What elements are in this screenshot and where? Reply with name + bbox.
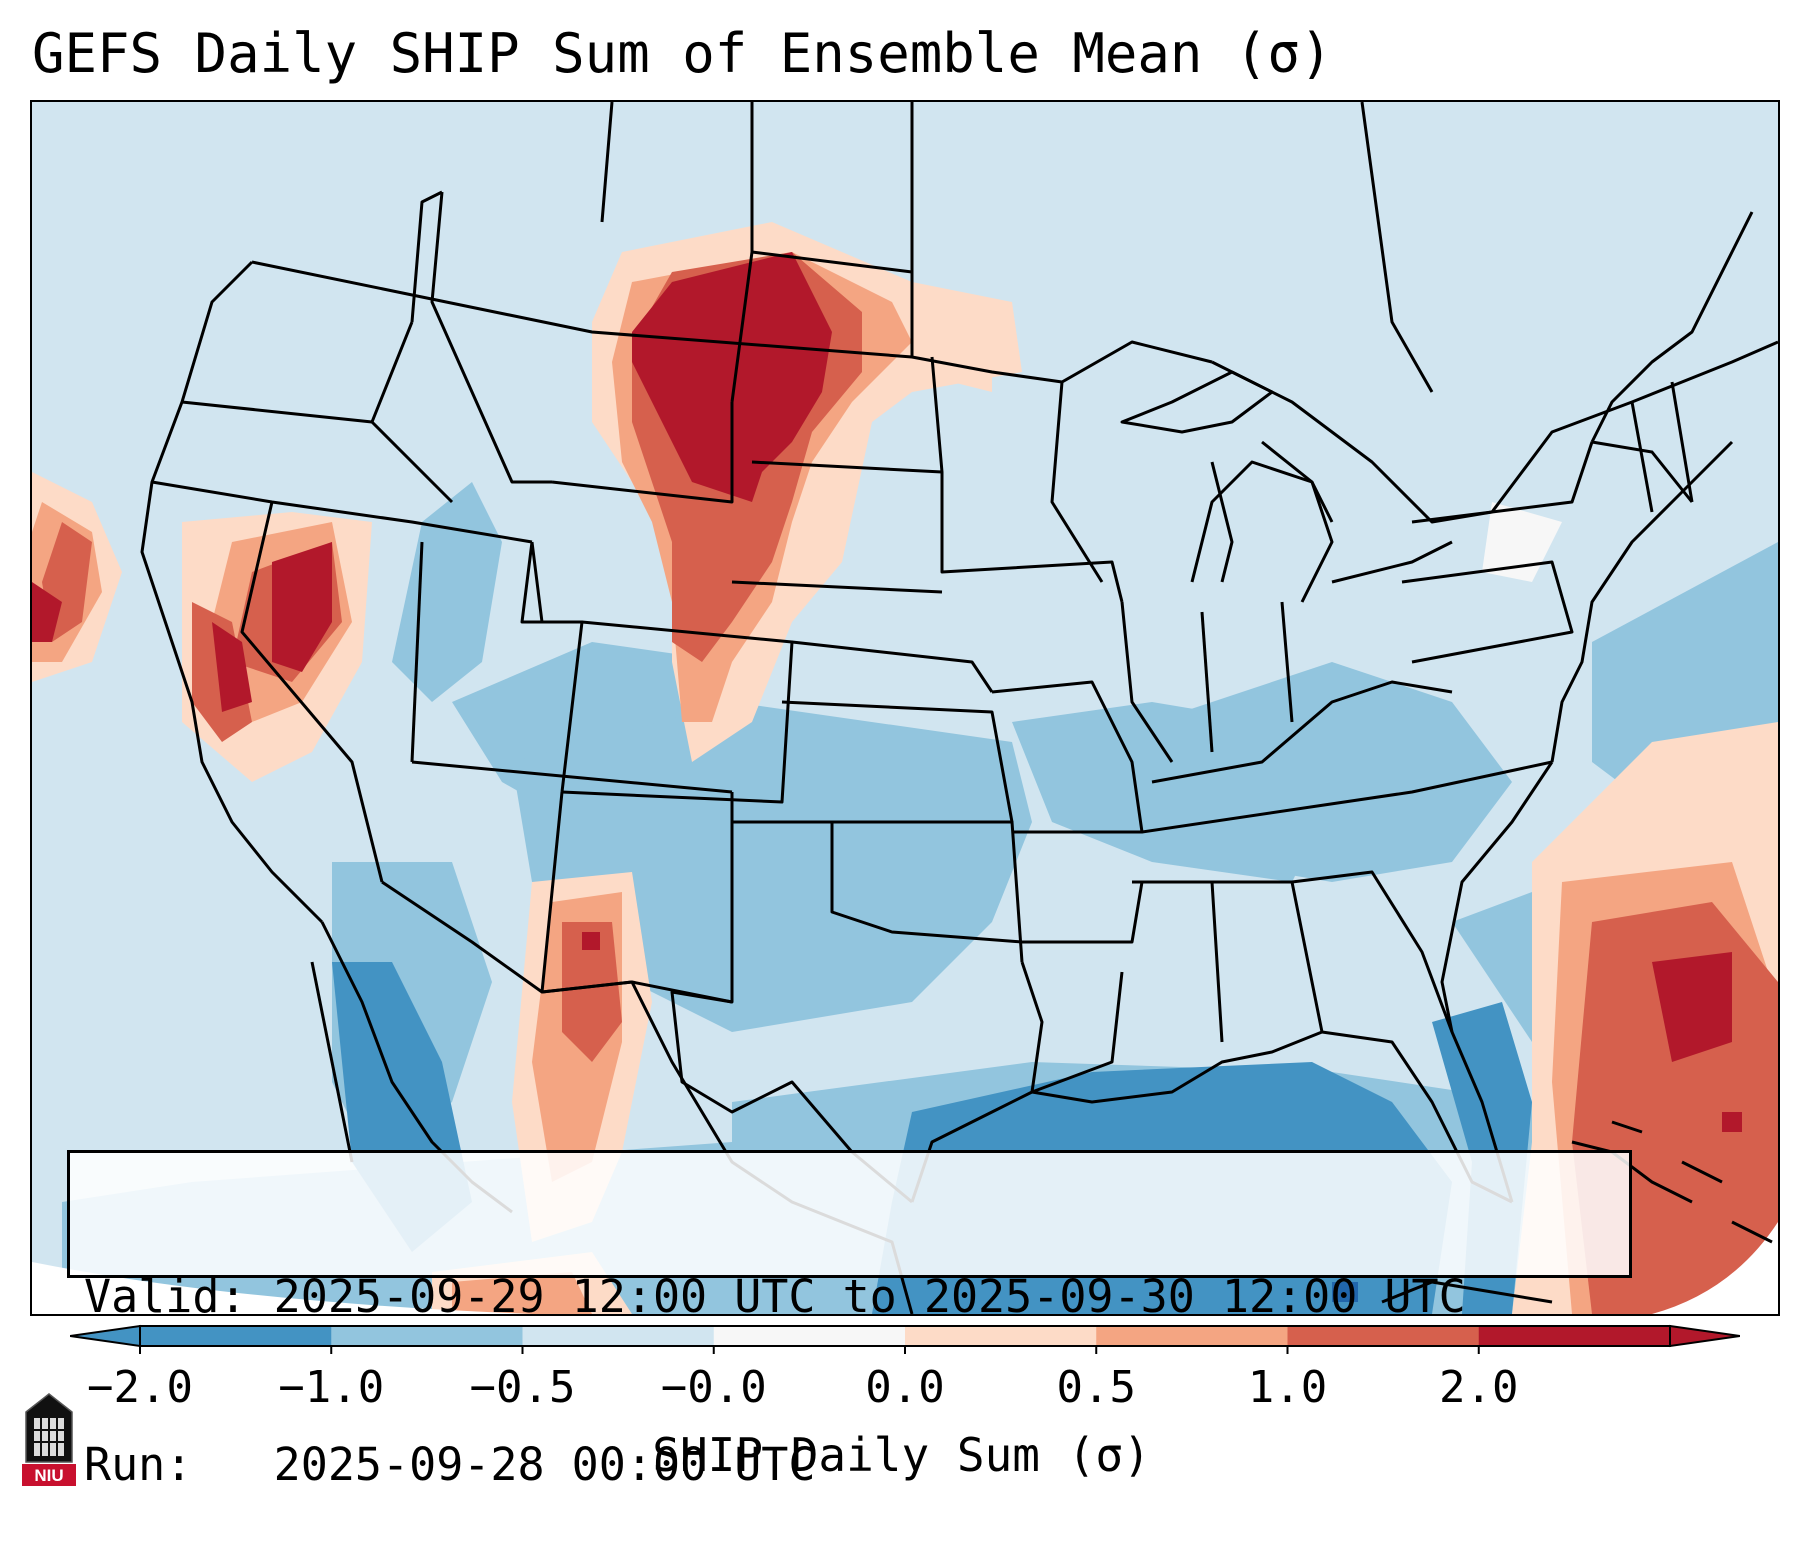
colorbar-extend-high bbox=[1669, 1324, 1740, 1348]
colorbar bbox=[70, 1324, 1740, 1354]
colorbar-segment bbox=[905, 1326, 1097, 1346]
valid-run-info-box: Valid: 2025-09-29 12:00 UTC to 2025-09-3… bbox=[67, 1150, 1632, 1491]
colorbar-segment bbox=[1096, 1326, 1288, 1346]
colorbar-segment bbox=[140, 1326, 332, 1346]
colorbar-segment bbox=[1478, 1326, 1671, 1346]
colorbar-tick-label: 2.0 bbox=[1439, 1362, 1519, 1413]
colorbar-segment bbox=[522, 1326, 715, 1346]
map-title: GEFS Daily SHIP Sum of Ensemble Mean (σ) bbox=[32, 22, 1333, 85]
niu-logo: NIU bbox=[22, 1393, 76, 1486]
colorbar-ticks bbox=[139, 1346, 1480, 1354]
colorbar-tick-label: −0.0 bbox=[660, 1362, 767, 1413]
state-boundaries bbox=[140, 102, 1778, 1314]
logo-text: NIU bbox=[34, 1466, 63, 1485]
projection-edge-left bbox=[32, 1262, 532, 1314]
colorbar-segment bbox=[713, 1326, 906, 1346]
colorbar-tick-label: 1.0 bbox=[1247, 1362, 1328, 1413]
colorbar-tick-label: −0.5 bbox=[469, 1362, 576, 1413]
ship-field-map bbox=[32, 102, 1778, 1314]
colorbar-segments bbox=[70, 1324, 1740, 1348]
valid-time-text: Valid: 2025-09-29 12:00 UTC to 2025-09-3… bbox=[84, 1270, 1466, 1323]
map-panel bbox=[30, 100, 1780, 1316]
colorbar-tick-label: 0.5 bbox=[1056, 1362, 1136, 1413]
projection-edge-right bbox=[1652, 1222, 1778, 1314]
colorbar-tick-label: 0.0 bbox=[865, 1362, 945, 1413]
colorbar-segment bbox=[1287, 1326, 1480, 1346]
colorbar-extend-low bbox=[70, 1324, 141, 1348]
colorbar-label: SHIP Daily Sum (σ) bbox=[652, 1428, 1151, 1482]
colorbar-tick-label: −1.0 bbox=[278, 1362, 385, 1413]
run-time-text: Run: 2025-09-28 00:00 UTC bbox=[84, 1438, 816, 1491]
colorbar-segment bbox=[331, 1326, 523, 1346]
positive-extreme-regions bbox=[32, 252, 1742, 1132]
colorbar-tick-label: −2.0 bbox=[87, 1362, 193, 1413]
